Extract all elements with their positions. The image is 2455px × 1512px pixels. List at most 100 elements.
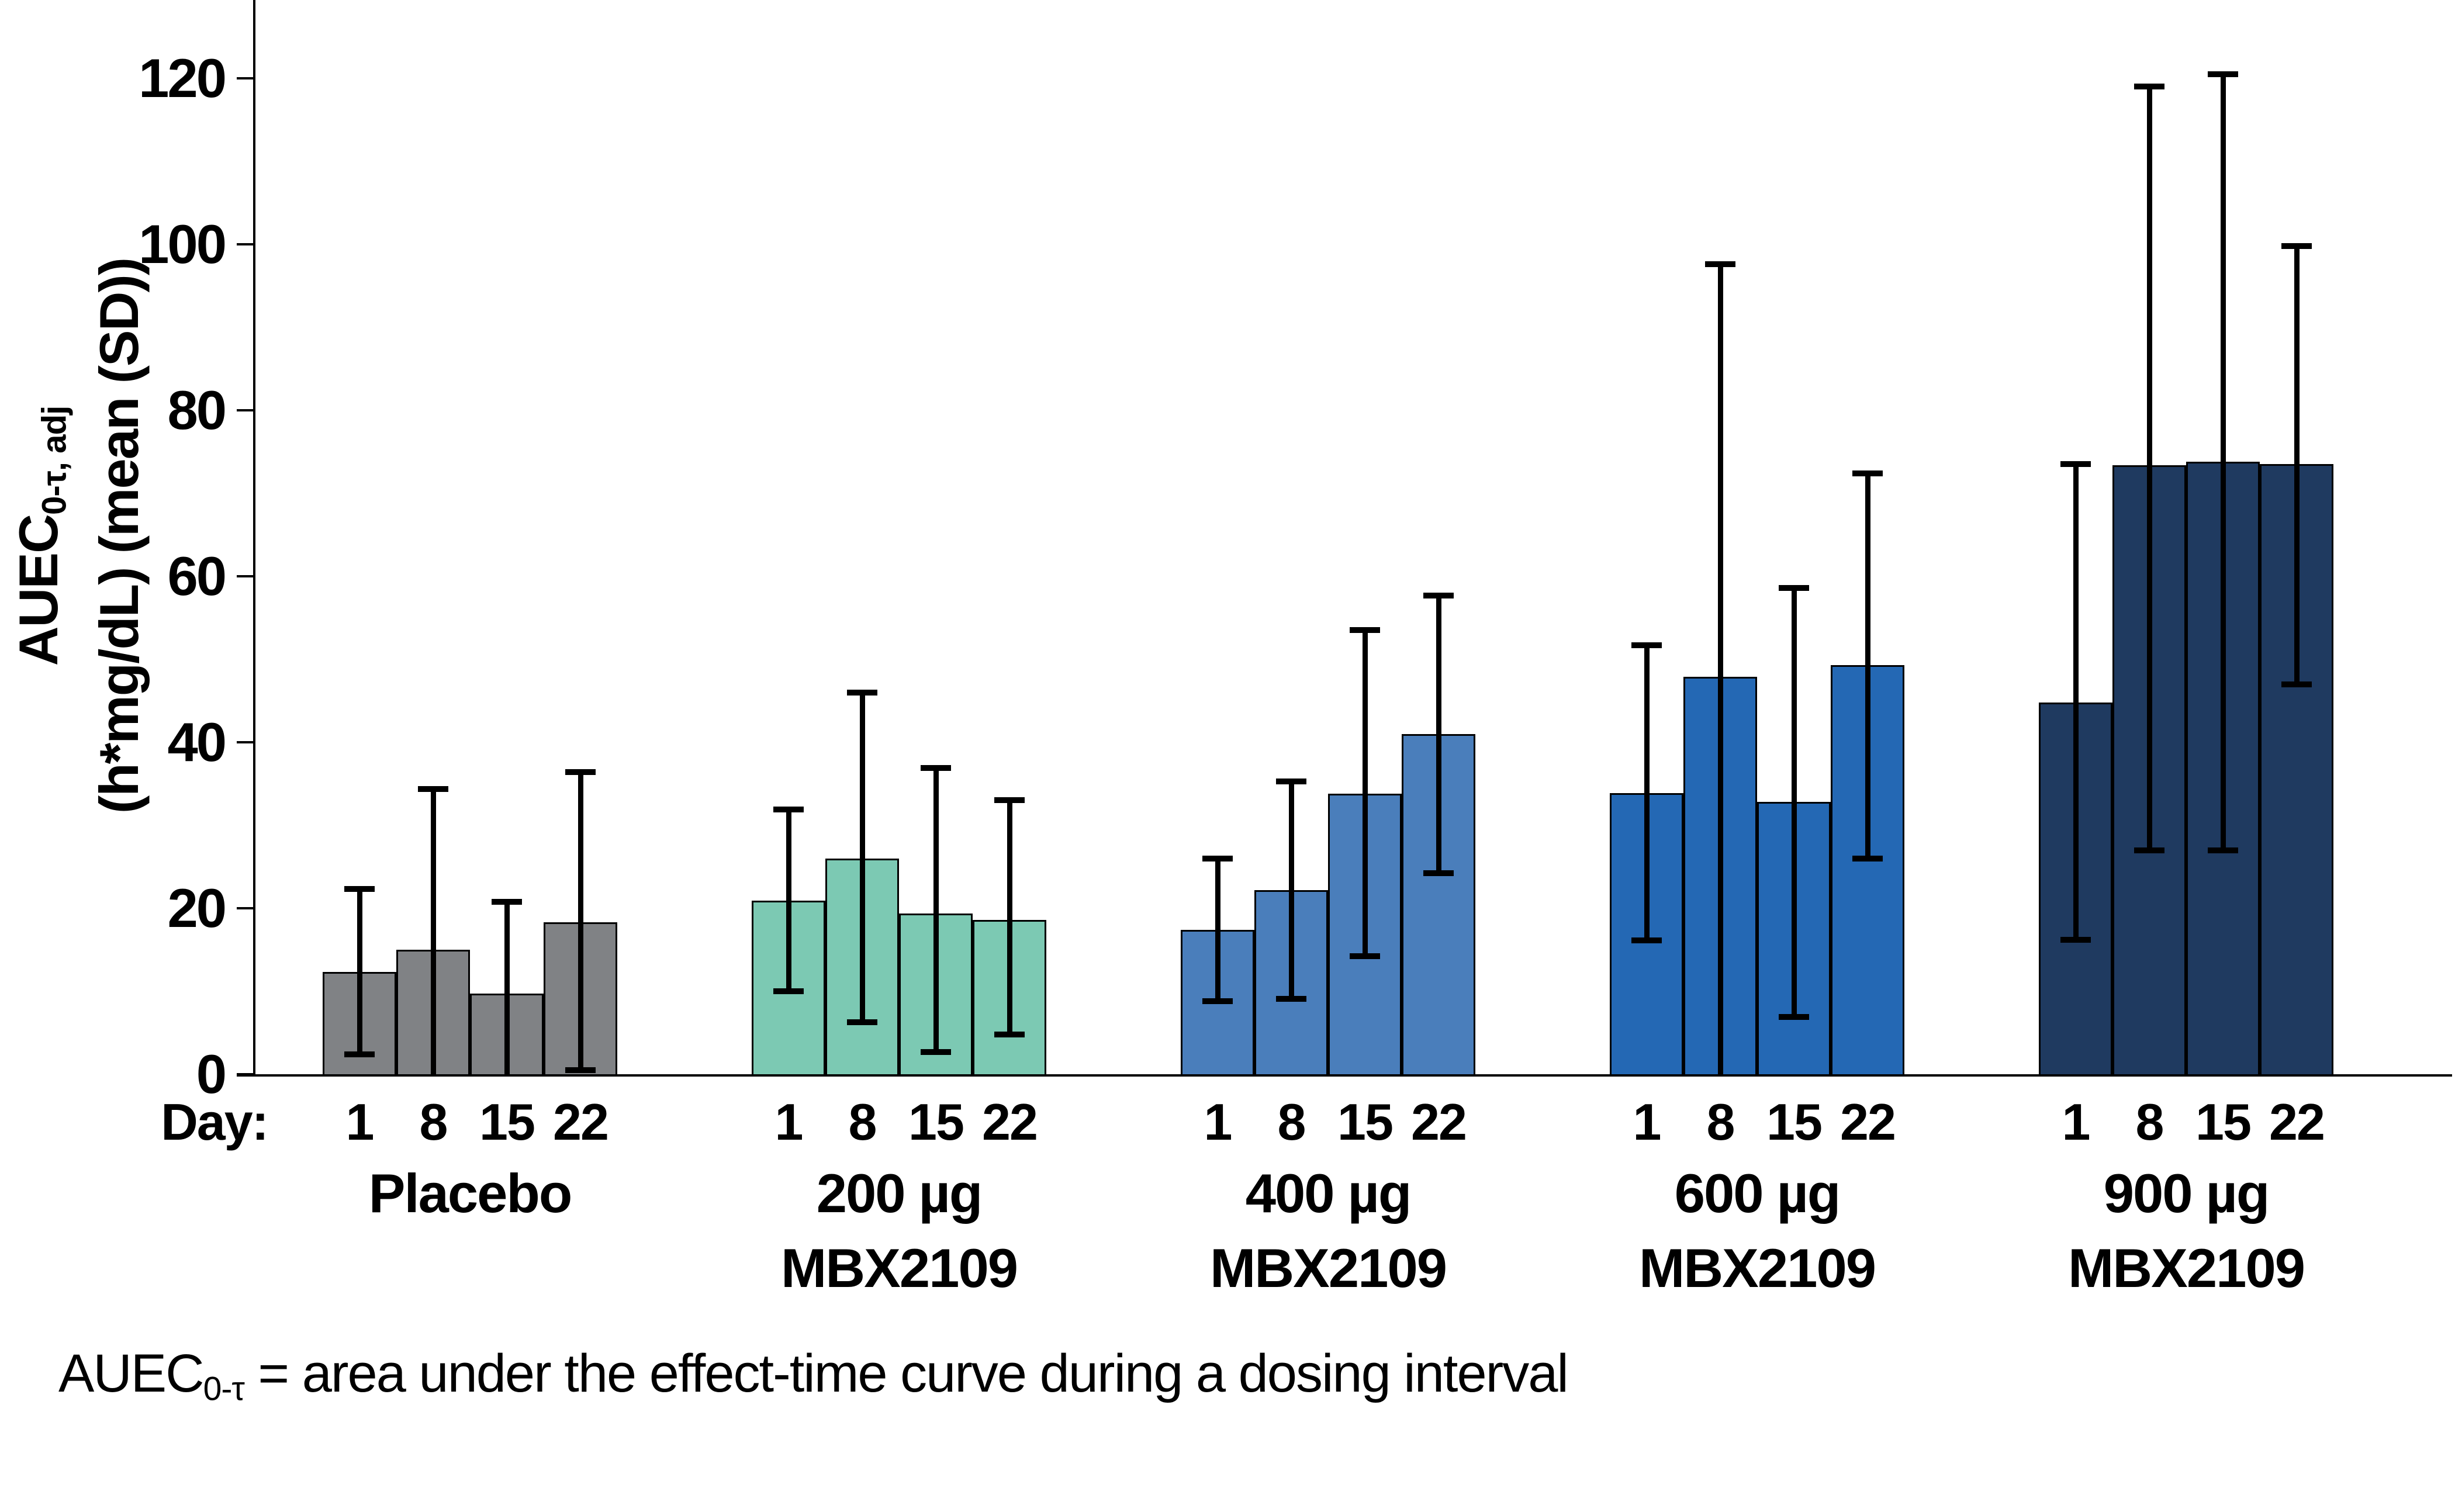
day-label: 22 (1411, 1093, 1467, 1151)
day-label: 1 (774, 1093, 804, 1151)
error-bar-line (2221, 74, 2226, 850)
error-bar-cap-bottom (921, 1049, 951, 1055)
footnote: AUEC0-τ = area under the effect-time cur… (58, 1338, 1569, 1424)
y-tick-label: 40 (167, 711, 227, 773)
error-bar-cap-bottom (565, 1067, 596, 1073)
footnote-subscript: 0-τ (203, 1370, 245, 1408)
error-bar-cap-bottom (773, 988, 804, 994)
error-bar-line (1644, 645, 1650, 941)
error-bar-cap-bottom (1423, 870, 1454, 876)
y-tick-label: 100 (139, 213, 227, 275)
error-bar-cap-bottom (1276, 996, 1306, 1002)
day-label: 22 (553, 1093, 609, 1151)
error-bar-line (1007, 800, 1012, 1034)
error-bar-line (1289, 781, 1294, 999)
error-bar-cap-top (2208, 71, 2238, 77)
error-bar-cap-bottom (1631, 937, 1662, 943)
y-tick (237, 409, 253, 411)
day-label: 8 (1277, 1093, 1306, 1151)
day-label: 22 (982, 1093, 1038, 1151)
day-label: 15 (908, 1093, 964, 1151)
error-bar-line (1363, 630, 1368, 956)
y-tick-label: 80 (167, 379, 227, 441)
error-bar-cap-top (994, 797, 1025, 803)
day-label: 1 (345, 1093, 375, 1151)
error-bar-cap-top (773, 807, 804, 812)
day-label: 15 (1766, 1093, 1823, 1151)
error-bar-cap-bottom (2060, 937, 2091, 943)
group-label-line: MBX2109 (1639, 1237, 1876, 1299)
error-bar-line (2147, 87, 2152, 850)
error-bar-line (2294, 246, 2300, 684)
day-label: 8 (2135, 1093, 2164, 1151)
error-bar-cap-top (1852, 470, 1883, 476)
day-label: 22 (2269, 1093, 2325, 1151)
group-label-line: 200 µg (816, 1162, 983, 1224)
error-bar-cap-bottom (2208, 847, 2238, 853)
day-prefix-label: Day: (161, 1093, 269, 1151)
error-bar-line (431, 789, 436, 1074)
day-label: 8 (1706, 1093, 1735, 1151)
y-tick-label: 0 (196, 1043, 227, 1105)
day-label: 15 (2195, 1093, 2252, 1151)
y-tick (237, 243, 253, 245)
error-bar-line (1436, 596, 1441, 874)
error-bar-line (1215, 859, 1220, 1001)
day-label: 8 (848, 1093, 877, 1151)
error-bar-cap-bottom (847, 1019, 877, 1025)
day-label: 1 (1633, 1093, 1662, 1151)
error-bar-cap-top (1350, 627, 1380, 633)
y-tick-label: 120 (139, 47, 227, 109)
footnote-text: = area under the effect-time curve durin… (244, 1344, 1568, 1403)
error-bar-line (1865, 473, 1870, 859)
y-tick (237, 907, 253, 909)
error-bar-cap-top (1631, 642, 1662, 648)
error-bar-cap-top (1423, 593, 1454, 598)
error-bar-cap-top (492, 899, 522, 905)
error-bar-cap-top (2060, 461, 2091, 467)
x-axis-line (237, 1074, 2452, 1077)
day-label: 1 (2062, 1093, 2091, 1151)
error-bar-cap-bottom (1350, 953, 1380, 959)
error-bar-cap-bottom (1852, 856, 1883, 861)
y-tick (237, 741, 253, 743)
error-bar-cap-bottom (1779, 1014, 1809, 1020)
error-bar-cap-top (2134, 84, 2164, 89)
error-bar-line (2073, 464, 2079, 940)
group-label-line: Placebo (368, 1162, 573, 1224)
group-label-line: 900 µg (2103, 1162, 2270, 1224)
group-label-line: MBX2109 (2068, 1237, 2305, 1299)
error-bar-cap-bottom (1202, 998, 1233, 1004)
error-bar-cap-bottom (994, 1032, 1025, 1037)
error-bar-line (1792, 588, 1797, 1017)
y-axis-spine (253, 0, 255, 1077)
error-bar-cap-top (921, 765, 951, 771)
error-bar-cap-top (344, 886, 375, 892)
error-bar-line (786, 809, 791, 991)
y-tick-label: 60 (167, 545, 227, 607)
day-label: 15 (1337, 1093, 1394, 1151)
group-label-line: 400 µg (1245, 1162, 1412, 1224)
error-bar-line (860, 693, 865, 1022)
error-bar-line (578, 772, 583, 1070)
day-label: 22 (1840, 1093, 1896, 1151)
error-bar-cap-top (1705, 261, 1735, 267)
day-label: 1 (1204, 1093, 1233, 1151)
group-label-line: 600 µg (1674, 1162, 1841, 1224)
group-label-line: MBX2109 (1210, 1237, 1447, 1299)
error-bar-cap-top (418, 786, 448, 792)
error-bar-line (1718, 264, 1723, 1074)
error-bar-cap-top (847, 690, 877, 696)
day-label: 15 (479, 1093, 535, 1151)
error-bar-cap-bottom (2134, 847, 2164, 853)
y-tick-label: 20 (167, 877, 227, 939)
day-label: 8 (419, 1093, 448, 1151)
error-bar-cap-bottom (2281, 681, 2312, 687)
error-bar-cap-top (1202, 856, 1233, 861)
error-bar-cap-bottom (344, 1051, 375, 1057)
error-bar-cap-top (565, 769, 596, 775)
group-label-line: MBX2109 (781, 1237, 1018, 1299)
y-tick (237, 575, 253, 577)
